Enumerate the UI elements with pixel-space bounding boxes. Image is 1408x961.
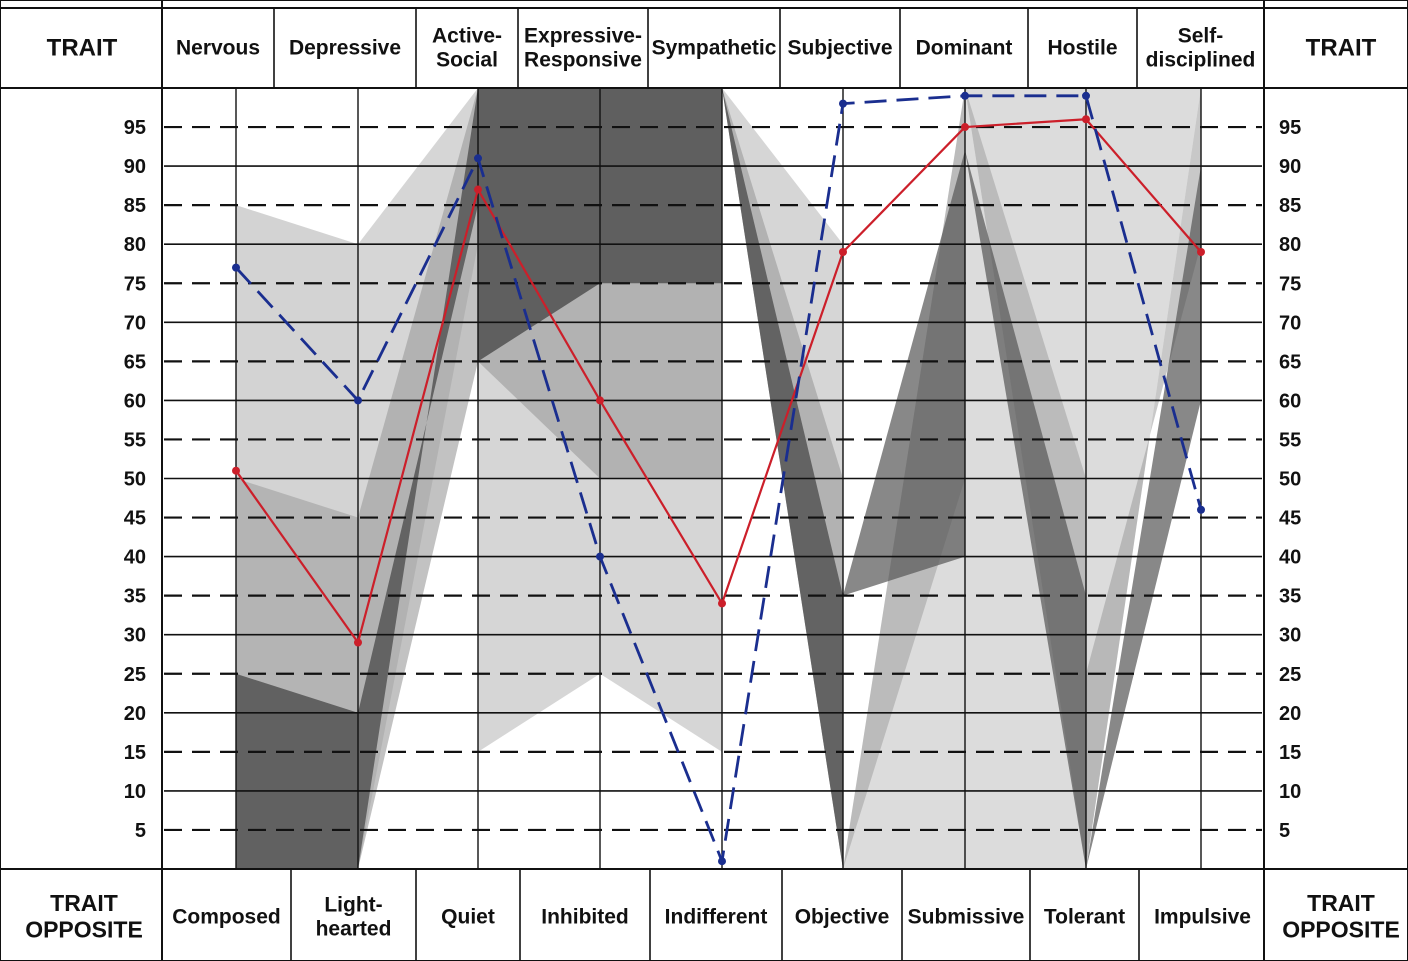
y-tick-left: 15 — [124, 742, 146, 764]
profile-point — [1197, 248, 1205, 257]
trait-header-right: TRAIT — [1306, 35, 1377, 62]
y-tick-left: 70 — [124, 312, 146, 334]
profile-point — [839, 99, 847, 108]
y-tick-right: 50 — [1279, 469, 1301, 491]
trait-label: Self- — [1178, 24, 1224, 47]
norm-band — [965, 150, 1086, 870]
trait-opposite-header-right: TRAIT — [1307, 890, 1375, 916]
profile-point — [474, 154, 482, 163]
trait-label: Social — [436, 49, 498, 72]
y-tick-right: 10 — [1279, 781, 1301, 803]
y-tick-left: 60 — [124, 390, 146, 412]
opposite-label: Composed — [172, 906, 281, 929]
profile-point — [1082, 115, 1090, 124]
profile-point — [354, 638, 362, 647]
opposite-label: Submissive — [908, 906, 1025, 929]
norm-band — [236, 673, 358, 869]
y-tick-right: 45 — [1279, 508, 1301, 530]
profile-point — [596, 552, 604, 561]
profile-point — [961, 91, 969, 100]
y-tick-left: 30 — [124, 625, 146, 647]
y-tick-left: 65 — [124, 351, 146, 373]
trait-label: Expressive- — [524, 24, 642, 47]
opposite-label: Light- — [324, 893, 382, 916]
profile-point — [1197, 505, 1205, 514]
profile-point — [839, 248, 847, 257]
opposite-label: Indifferent — [665, 906, 768, 929]
y-tick-right: 90 — [1279, 156, 1301, 178]
y-tick-left: 45 — [124, 508, 146, 530]
trait-label: Active- — [432, 24, 502, 47]
profile-point — [232, 466, 240, 475]
y-tick-left: 80 — [124, 234, 146, 256]
opposite-label: Impulsive — [1154, 906, 1251, 929]
y-tick-left: 20 — [124, 703, 146, 725]
trait-opposite-header-left: TRAIT — [50, 890, 118, 916]
y-tick-left: 75 — [124, 273, 146, 295]
y-tick-right: 30 — [1279, 625, 1301, 647]
y-tick-left: 95 — [124, 117, 146, 139]
opposite-label: Objective — [795, 906, 890, 929]
y-tick-left: 90 — [124, 156, 146, 178]
trait-label: Depressive — [289, 37, 401, 60]
y-tick-right: 60 — [1279, 390, 1301, 412]
trait-header-left: TRAIT — [47, 35, 118, 62]
y-tick-left: 85 — [124, 195, 146, 217]
trait-label: Subjective — [787, 37, 892, 60]
trait-opposite-header-right: OPPOSITE — [1282, 917, 1400, 943]
y-tick-right: 75 — [1279, 273, 1301, 295]
profile-point — [961, 123, 969, 132]
trait-label: Nervous — [176, 37, 260, 60]
profile-point — [1082, 91, 1090, 100]
trait-label: Dominant — [916, 37, 1013, 60]
y-tick-left: 40 — [124, 547, 146, 569]
y-tick-right: 5 — [1279, 820, 1290, 842]
y-tick-right: 55 — [1279, 429, 1301, 451]
norm-band — [1086, 166, 1201, 870]
profile-point — [718, 599, 726, 608]
y-tick-left: 50 — [124, 469, 146, 491]
y-tick-left: 25 — [124, 664, 146, 686]
y-tick-right: 80 — [1279, 234, 1301, 256]
profile-point — [474, 185, 482, 194]
y-tick-right: 20 — [1279, 703, 1301, 725]
y-tick-right: 35 — [1279, 586, 1301, 608]
trait-label: disciplined — [1146, 49, 1256, 72]
opposite-label: Tolerant — [1044, 906, 1125, 929]
profile-point — [354, 396, 362, 405]
y-tick-left: 10 — [124, 781, 146, 803]
profile-point — [718, 857, 726, 866]
trait-label: Responsive — [524, 49, 642, 72]
y-tick-right: 40 — [1279, 547, 1301, 569]
y-tick-right: 95 — [1279, 117, 1301, 139]
y-tick-left: 55 — [124, 429, 146, 451]
y-tick-left: 35 — [124, 586, 146, 608]
norm-band — [843, 150, 965, 596]
opposite-label: Quiet — [441, 906, 495, 929]
trait-label: Sympathetic — [652, 37, 777, 60]
y-tick-right: 70 — [1279, 312, 1301, 334]
y-tick-right: 65 — [1279, 351, 1301, 373]
profile-point — [596, 396, 604, 405]
opposite-label: hearted — [316, 918, 392, 941]
y-tick-right: 25 — [1279, 664, 1301, 686]
opposite-label: Inhibited — [541, 906, 629, 929]
y-tick-right: 15 — [1279, 742, 1301, 764]
trait-opposite-header-left: OPPOSITE — [25, 917, 143, 943]
y-tick-right: 85 — [1279, 195, 1301, 217]
y-tick-left: 5 — [135, 820, 146, 842]
trait-label: Hostile — [1047, 37, 1117, 60]
profile-point — [232, 263, 240, 272]
